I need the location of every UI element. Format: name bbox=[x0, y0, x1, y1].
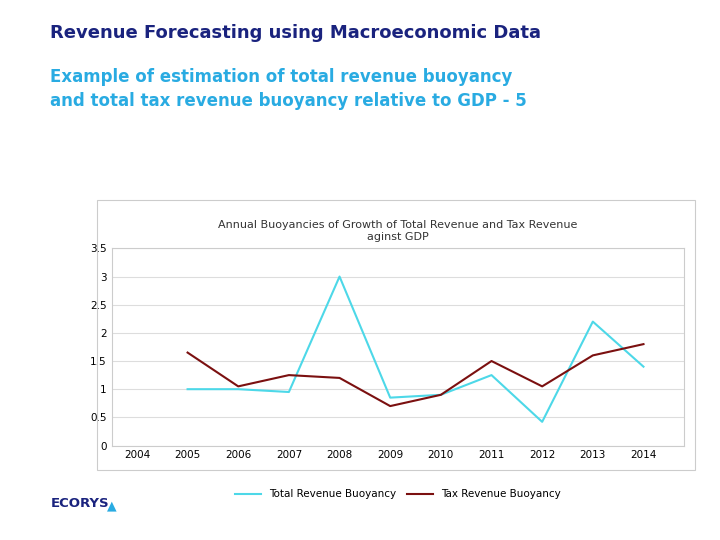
Text: Revenue Forecasting using Macroeconomic Data: Revenue Forecasting using Macroeconomic … bbox=[50, 24, 541, 42]
Text: Example of estimation of total revenue buoyancy
and total tax revenue buoyancy r: Example of estimation of total revenue b… bbox=[50, 68, 527, 111]
Title: Annual Buoyancies of Growth of Total Revenue and Tax Revenue
aginst GDP: Annual Buoyancies of Growth of Total Rev… bbox=[218, 220, 577, 242]
Text: ECORYS: ECORYS bbox=[50, 497, 109, 510]
Text: ▲: ▲ bbox=[107, 499, 116, 512]
Legend: Total Revenue Buoyancy, Tax Revenue Buoyancy: Total Revenue Buoyancy, Tax Revenue Buoy… bbox=[230, 485, 565, 503]
